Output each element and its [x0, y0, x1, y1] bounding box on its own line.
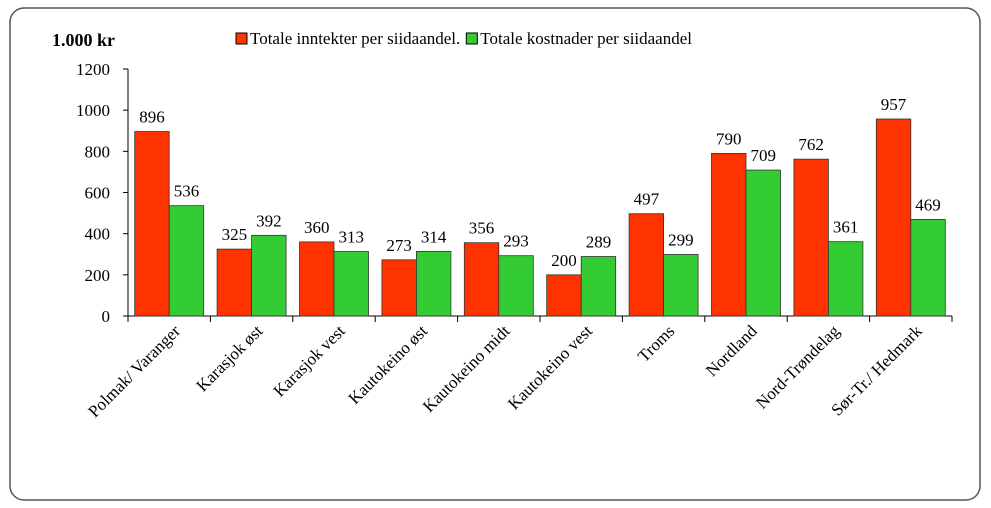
value-label: 957 [881, 95, 907, 114]
bar [745, 169, 781, 317]
value-label: 273 [386, 236, 412, 255]
value-label: 313 [339, 228, 365, 247]
bar [828, 241, 864, 317]
y-tick-label: 800 [85, 142, 111, 161]
value-label: 293 [503, 232, 529, 251]
bar [168, 205, 205, 317]
value-label: 497 [634, 190, 660, 209]
legend-label: Totale kostnader per siidaandel [480, 29, 692, 48]
value-label: 325 [222, 225, 248, 244]
legend-label: Totale inntekter per siidaandel. [250, 29, 460, 48]
value-label: 536 [174, 182, 200, 201]
legend-swatch [235, 32, 248, 45]
bar [333, 251, 369, 317]
bar [498, 255, 534, 317]
value-label: 790 [716, 129, 742, 148]
value-label: 314 [421, 227, 447, 246]
bar [381, 259, 417, 317]
bar [251, 234, 287, 317]
value-label: 299 [668, 230, 694, 249]
y-tick-label: 0 [102, 307, 111, 326]
bar [580, 256, 617, 317]
value-label: 762 [798, 135, 824, 154]
bar [663, 254, 699, 317]
bar [134, 131, 170, 317]
y-tick-label: 1000 [76, 101, 110, 120]
bar [546, 274, 582, 317]
y-axis-label: 1.000 kr [52, 30, 115, 50]
value-label: 709 [751, 146, 777, 165]
value-label: 392 [256, 211, 282, 230]
y-tick-label: 1200 [76, 60, 110, 79]
y-tick-label: 400 [85, 225, 111, 244]
bar [216, 248, 253, 317]
value-label: 469 [915, 195, 941, 214]
bar [299, 241, 335, 317]
bar [628, 213, 664, 317]
y-tick-label: 600 [85, 184, 111, 203]
y-tick-label: 200 [85, 266, 111, 285]
bar [910, 219, 946, 317]
bar [711, 152, 747, 317]
value-label: 200 [551, 251, 577, 270]
bar [415, 250, 452, 317]
bar [793, 158, 829, 317]
value-label: 361 [833, 218, 859, 237]
bar [875, 118, 912, 317]
bar [463, 242, 500, 317]
value-label: 289 [586, 233, 612, 252]
value-label: 360 [304, 218, 330, 237]
legend-swatch [465, 32, 478, 45]
value-label: 356 [469, 219, 495, 238]
value-label: 896 [139, 108, 165, 127]
